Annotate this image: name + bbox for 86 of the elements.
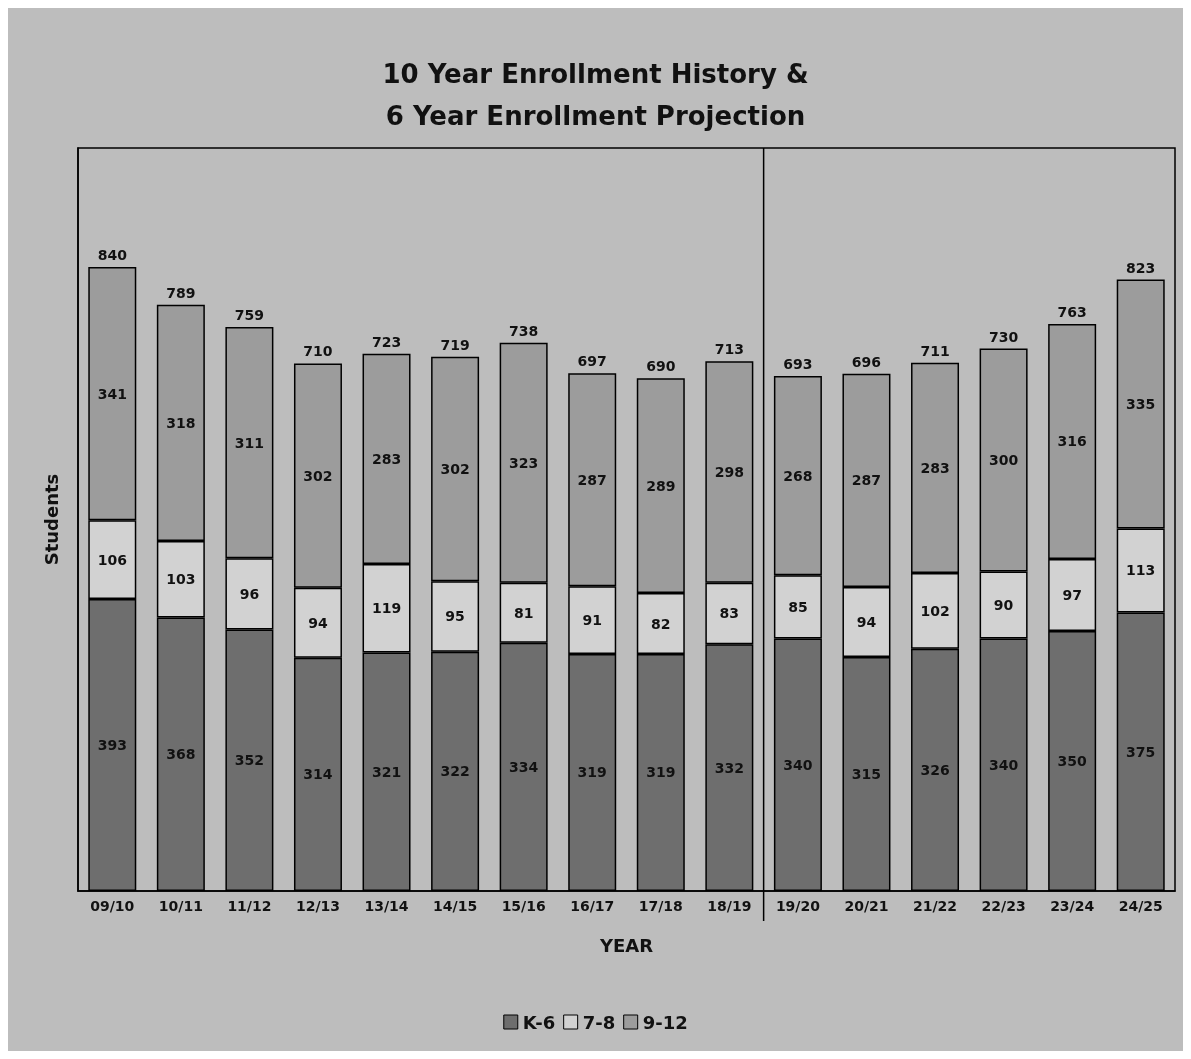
x-tick-label: 24/25 (1118, 898, 1163, 914)
x-tick-label: 17/18 (638, 898, 683, 914)
data-label: 302 (440, 460, 470, 477)
data-label: 352 (234, 752, 265, 769)
data-label: 319 (646, 764, 676, 781)
data-label: 119 (371, 600, 402, 617)
total-label: 840 (97, 246, 128, 263)
y-axis-title: Students (40, 473, 62, 566)
x-tick-label: 21/22 (912, 898, 958, 914)
data-label: 268 (783, 467, 813, 484)
data-label: 300 (988, 452, 1019, 469)
data-label: 103 (166, 571, 196, 588)
data-label: 82 (651, 615, 671, 632)
data-label: 322 (440, 763, 470, 780)
data-label: 91 (582, 612, 602, 629)
x-tick-label: 13/14 (364, 898, 409, 914)
data-label: 368 (166, 746, 196, 763)
data-label: 321 (371, 763, 402, 780)
x-tick-label: 15/16 (501, 898, 546, 914)
data-label: 287 (851, 472, 882, 489)
x-tick-label: 19/20 (775, 898, 821, 914)
x-tick-label: 20/21 (844, 898, 889, 914)
data-label: 287 (577, 471, 607, 488)
x-tick-label: 11/12 (227, 898, 272, 914)
x-tick-label: 22/23 (981, 898, 1026, 914)
chart-title: 10 Year Enrollment History & 6 Year Enrollment Projection (382, 59, 809, 131)
data-label: 289 (646, 477, 676, 494)
x-tick-label: 16/17 (570, 898, 615, 914)
data-label: 94 (856, 614, 877, 631)
data-label: 393 (97, 737, 127, 753)
data-label: 95 (445, 608, 465, 625)
total-label: 693 (783, 356, 813, 373)
total-label: 759 (234, 307, 265, 324)
total-label: 697 (577, 353, 607, 370)
x-tick-label: 18/19 (707, 898, 752, 914)
data-label: 340 (783, 756, 813, 773)
data-label: 96 (239, 585, 260, 602)
data-label: 94 (308, 614, 328, 631)
data-label: 298 (714, 463, 744, 480)
x-tick-label: 09/10 (90, 898, 135, 914)
data-label: 334 (509, 758, 539, 775)
data-label: 302 (303, 467, 333, 484)
total-label: 690 (646, 358, 676, 375)
data-label: 283 (920, 459, 950, 476)
x-tick-label: 10/11 (158, 898, 203, 914)
data-label: 85 (788, 598, 808, 615)
total-label: 763 (1057, 304, 1087, 321)
total-label: 723 (371, 333, 402, 350)
data-label: 315 (851, 765, 882, 782)
data-label: 311 (234, 434, 265, 451)
data-label: 90 (993, 596, 1014, 613)
total-label: 719 (440, 336, 470, 353)
data-label: 113 (1126, 562, 1156, 579)
data-label: 332 (714, 759, 744, 776)
data-label: 326 (920, 761, 950, 778)
data-label: 323 (509, 454, 539, 471)
data-label: 314 (303, 766, 333, 783)
data-label: 283 (371, 450, 402, 467)
total-label: 823 (1126, 259, 1156, 276)
x-tick-label: 12/13 (295, 898, 341, 914)
data-label: 335 (1126, 395, 1156, 412)
total-label: 738 (509, 322, 539, 339)
data-label: 316 (1057, 433, 1087, 450)
total-label: 789 (166, 284, 196, 301)
x-tick-label: 23/24 (1050, 898, 1095, 914)
total-label: 696 (851, 353, 882, 370)
data-label: 340 (988, 756, 1019, 773)
x-axis-title: YEAR (598, 934, 654, 956)
data-label: 341 (97, 385, 127, 402)
legend-label: 7-8 (582, 1011, 616, 1033)
data-label: 318 (166, 414, 196, 431)
legend-label: 9-12 (642, 1011, 688, 1033)
legend-label: K-6 (522, 1011, 556, 1033)
total-label: 713 (714, 341, 744, 358)
data-label: 106 (97, 551, 127, 568)
total-label: 710 (303, 343, 333, 360)
total-label: 730 (988, 328, 1019, 345)
data-label: 319 (577, 764, 607, 781)
data-label: 97 (1062, 586, 1082, 603)
data-label: 350 (1057, 752, 1088, 769)
data-label: 83 (719, 605, 740, 622)
x-tick-label: 14/15 (433, 898, 478, 914)
data-label: 81 (513, 604, 534, 621)
total-label: 711 (920, 342, 950, 359)
data-label: 102 (920, 602, 950, 619)
data-label: 375 (1126, 743, 1156, 760)
